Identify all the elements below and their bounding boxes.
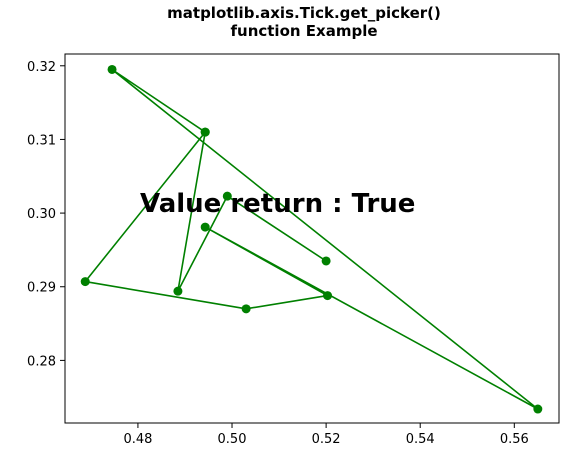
data-point [241,304,251,314]
y-tick-label: 0.28 [27,354,56,369]
y-tick-label: 0.31 [27,133,56,148]
series-layer [80,64,543,414]
x-axis: 0.48 0.50 0.52 0.54 0.56 [123,423,529,447]
value-return-annotation: Value return : True [140,189,415,219]
data-point [173,286,183,296]
data-point [107,64,117,74]
y-tick-label: 0.29 [27,281,56,296]
y-axis: 0.28 0.29 0.30 0.31 0.32 [27,60,65,369]
x-tick-label: 0.48 [123,432,152,447]
chart-title-line-1: matplotlib.axis.Tick.get_picker() [167,4,441,22]
y-tick-label: 0.30 [27,207,56,222]
data-point [323,291,333,301]
data-point [533,404,543,414]
data-point [200,222,210,232]
data-point [321,256,331,266]
y-tick-label: 0.32 [27,60,56,75]
data-point [80,277,90,287]
data-point [200,127,210,137]
x-tick-label: 0.56 [500,432,529,447]
chart-title-line-2: function Example [230,22,377,40]
chart-title: matplotlib.axis.Tick.get_picker() functi… [167,4,441,40]
x-tick-label: 0.52 [312,432,341,447]
x-tick-label: 0.54 [406,432,435,447]
x-tick-label: 0.50 [218,432,247,447]
data-point [222,191,232,201]
plot-area-frame [64,53,560,424]
